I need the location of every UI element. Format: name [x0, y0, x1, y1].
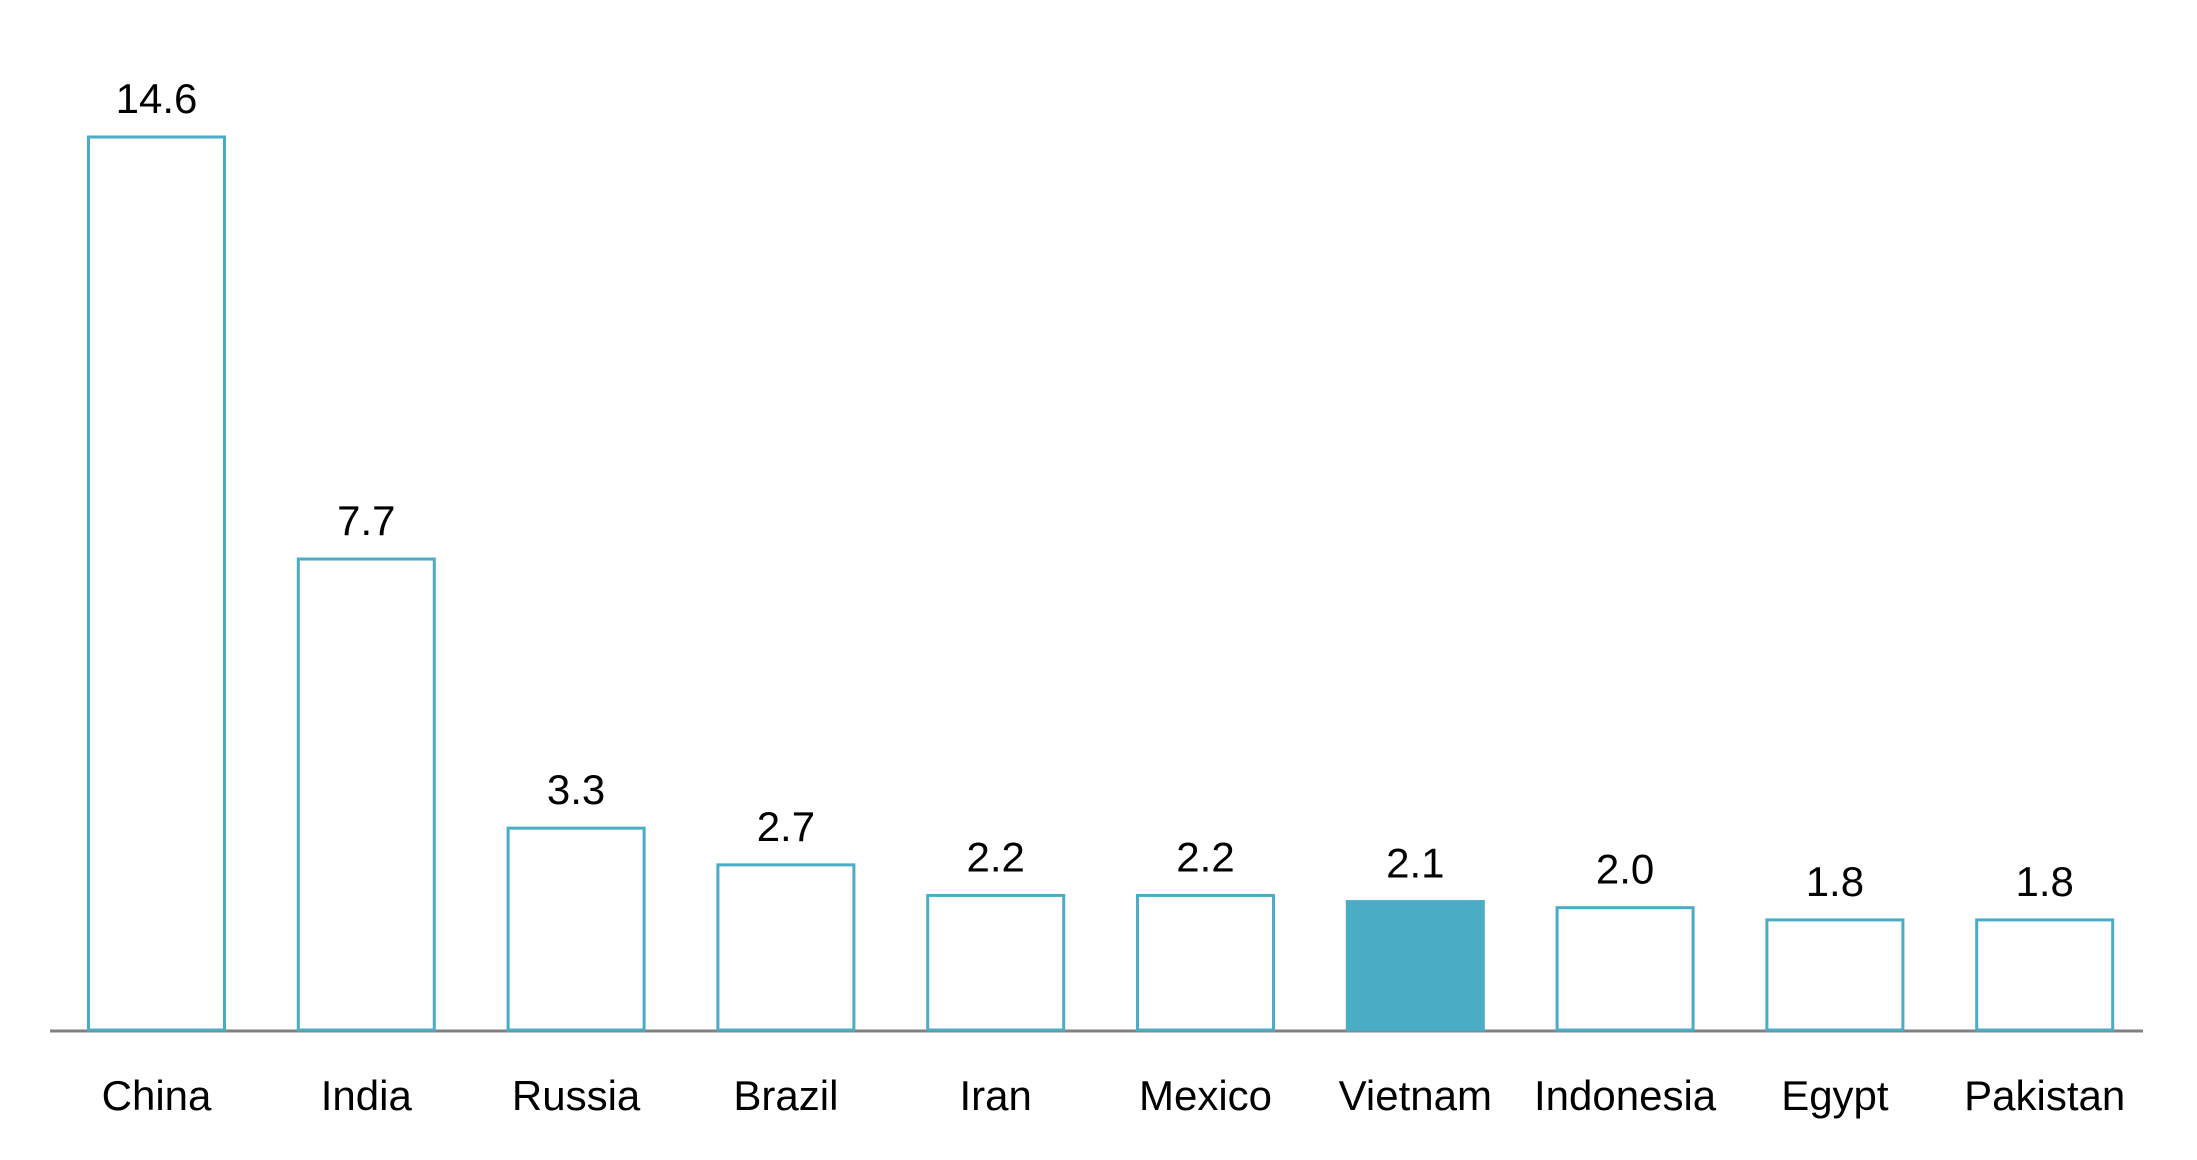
- bar-brazil: [716, 863, 856, 1032]
- x-tick-label: Egypt: [1781, 1072, 1889, 1119]
- bar-china: [87, 135, 226, 1032]
- bar-egypt: [1765, 918, 1905, 1032]
- bar-russia: [506, 826, 646, 1032]
- x-tick-label: Mexico: [1139, 1072, 1272, 1119]
- x-tick-label: Brazil: [733, 1072, 838, 1119]
- x-tick-label: Russia: [512, 1072, 641, 1119]
- bar-vietnam: [1345, 900, 1485, 1032]
- bar-iran: [926, 893, 1066, 1032]
- data-label: 1.8: [2016, 858, 2074, 905]
- data-label: 7.7: [337, 497, 395, 544]
- bar-indonesia: [1555, 906, 1695, 1032]
- data-label: 2.2: [967, 833, 1025, 880]
- x-tick-label: China: [102, 1072, 212, 1119]
- bar-mexico: [1136, 893, 1275, 1032]
- data-label: 2.1: [1386, 840, 1444, 887]
- data-label: 2.0: [1596, 846, 1654, 893]
- data-label: 2.2: [1176, 833, 1234, 880]
- bar-india: [296, 557, 436, 1032]
- x-tick-label: Pakistan: [1964, 1072, 2125, 1119]
- x-tick-label: Iran: [960, 1072, 1032, 1119]
- bar-pakistan: [1975, 918, 2115, 1032]
- data-label: 2.7: [757, 803, 815, 850]
- x-tick-label: Vietnam: [1339, 1072, 1492, 1119]
- x-tick-label: Indonesia: [1534, 1072, 1717, 1119]
- data-label: 1.8: [1806, 858, 1864, 905]
- x-tick-label: India: [321, 1072, 413, 1119]
- data-label: 14.6: [116, 75, 198, 122]
- data-label: 3.3: [547, 766, 605, 813]
